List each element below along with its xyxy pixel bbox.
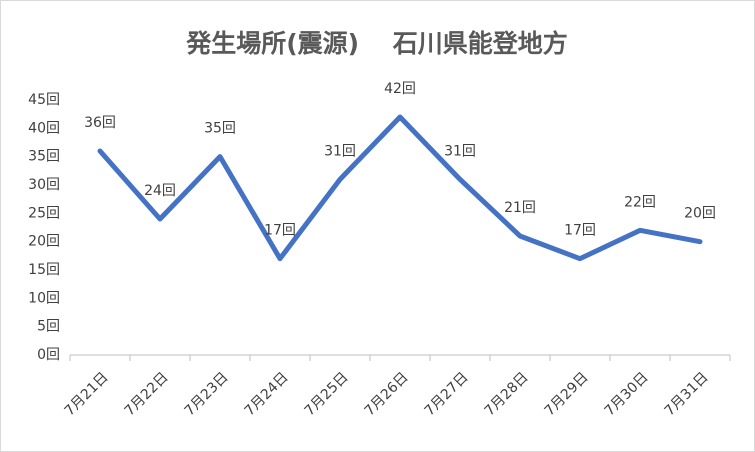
y-tick-label: 35回 — [28, 149, 60, 165]
y-tick-label: 40回 — [28, 120, 60, 136]
data-label: 24回 — [144, 183, 176, 199]
y-tick-label: 25回 — [28, 205, 60, 221]
y-tick-label: 30回 — [28, 177, 60, 193]
y-tick-label: 15回 — [28, 262, 60, 278]
y-tick-label: 20回 — [28, 234, 60, 250]
y-tick-label: 0回 — [37, 347, 60, 363]
data-label: 20回 — [684, 206, 716, 222]
data-label: 17回 — [564, 223, 596, 239]
data-label: 17回 — [264, 223, 296, 239]
data-label: 35回 — [204, 121, 236, 137]
chart-title: 発生場所(震源) 石川県能登地方 — [185, 29, 568, 58]
data-label: 36回 — [84, 115, 116, 131]
line — [97, 114, 703, 262]
data-label: 31回 — [444, 143, 476, 159]
data-label: 31回 — [324, 143, 356, 159]
data-label: 21回 — [504, 200, 536, 216]
data-label: 22回 — [624, 194, 656, 210]
y-tick-label: 5回 — [37, 319, 60, 335]
data-label: 42回 — [384, 81, 416, 97]
y-tick-label: 45回 — [28, 92, 60, 108]
y-tick-label: 10回 — [28, 290, 60, 306]
